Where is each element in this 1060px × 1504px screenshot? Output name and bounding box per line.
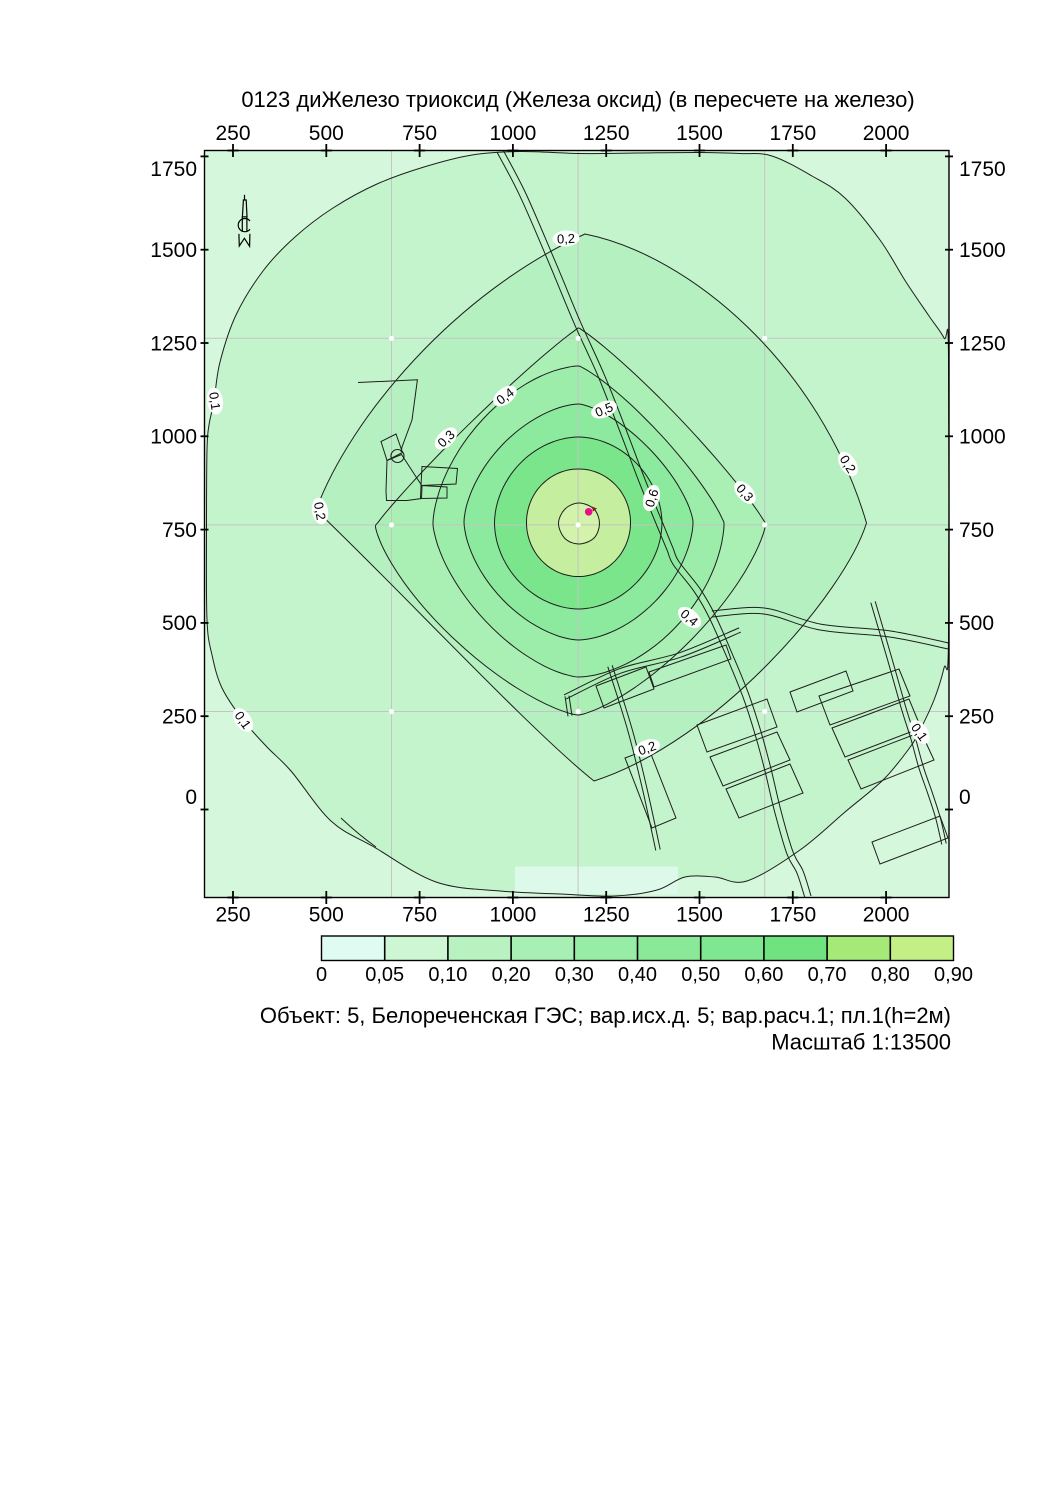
svg-text:0,40: 0,40: [618, 964, 657, 986]
svg-text:250: 250: [162, 706, 197, 729]
svg-text:500: 500: [309, 122, 344, 145]
svg-text:1000: 1000: [490, 904, 537, 927]
svg-text:1750: 1750: [959, 158, 1006, 181]
svg-text:1500: 1500: [676, 904, 723, 927]
svg-text:0,2: 0,2: [636, 738, 658, 758]
svg-text:750: 750: [402, 122, 437, 145]
svg-text:500: 500: [959, 612, 994, 635]
svg-text:1750: 1750: [769, 904, 816, 927]
svg-text:0,1: 0,1: [206, 391, 223, 411]
svg-text:1000: 1000: [490, 122, 537, 145]
svg-text:1250: 1250: [959, 332, 1006, 355]
svg-text:500: 500: [162, 612, 197, 635]
svg-text:0,60: 0,60: [744, 964, 783, 986]
svg-text:0: 0: [316, 964, 327, 986]
svg-text:0: 0: [959, 786, 971, 809]
svg-text:500: 500: [309, 904, 344, 927]
svg-text:0123 диЖелезо триоксид (Железа: 0123 диЖелезо триоксид (Железа оксид) (в…: [241, 87, 914, 112]
svg-text:0,05: 0,05: [365, 964, 404, 986]
svg-text:0,30: 0,30: [555, 964, 594, 986]
svg-text:750: 750: [162, 519, 197, 542]
svg-text:1000: 1000: [959, 426, 1006, 449]
svg-text:Объект: 5, Белореченская ГЭС;: Объект: 5, Белореченская ГЭС; вар.исх.д.…: [260, 1003, 951, 1028]
svg-text:0,6: 0,6: [642, 487, 662, 509]
svg-text:0,10: 0,10: [428, 964, 467, 986]
svg-text:750: 750: [402, 904, 437, 927]
svg-text:1500: 1500: [959, 239, 1006, 262]
svg-text:750: 750: [959, 519, 994, 542]
svg-text:0,5: 0,5: [593, 399, 615, 420]
svg-text:0,50: 0,50: [681, 964, 720, 986]
svg-text:1000: 1000: [150, 426, 197, 449]
svg-text:0,2: 0,2: [557, 231, 576, 247]
svg-text:0,20: 0,20: [492, 964, 531, 986]
svg-text:Масштаб 1:13500: Масштаб 1:13500: [771, 1030, 951, 1055]
svg-text:1750: 1750: [150, 158, 197, 181]
svg-text:0,80: 0,80: [871, 964, 910, 986]
svg-text:2000: 2000: [863, 122, 910, 145]
svg-text:0,70: 0,70: [808, 964, 847, 986]
svg-text:0,90: 0,90: [934, 964, 973, 986]
svg-text:2000: 2000: [863, 904, 910, 927]
svg-text:1500: 1500: [676, 122, 723, 145]
svg-text:1250: 1250: [583, 904, 630, 927]
svg-text:250: 250: [215, 122, 250, 145]
svg-text:250: 250: [215, 904, 250, 927]
svg-text:1750: 1750: [769, 122, 816, 145]
svg-text:1250: 1250: [150, 332, 197, 355]
svg-text:250: 250: [959, 706, 994, 729]
svg-text:1250: 1250: [583, 122, 630, 145]
svg-text:0,2: 0,2: [311, 501, 329, 521]
svg-text:0: 0: [185, 786, 197, 809]
svg-text:1500: 1500: [150, 239, 197, 262]
